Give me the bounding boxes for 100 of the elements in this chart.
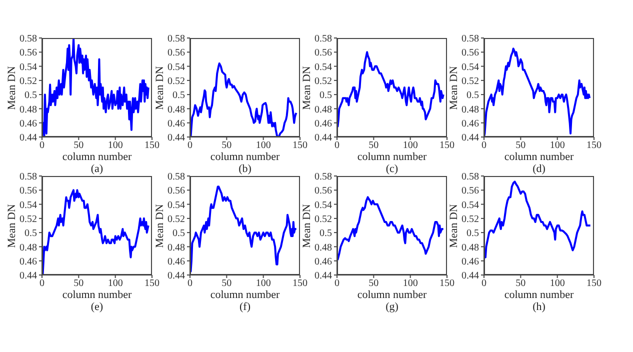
y-tick-label: 0.5: [24, 90, 37, 102]
y-axis-title: Mean DN: [154, 202, 166, 250]
y-tick-label: 0.54: [462, 200, 479, 211]
y-tick-label: 0.56: [462, 186, 479, 197]
y-tick-label: 0.52: [20, 214, 37, 225]
y-tick-label: 0.46: [168, 256, 185, 268]
text: (f): [238, 301, 252, 313]
line-series: [42, 189, 150, 275]
y-tick-label: 0.46: [168, 118, 185, 130]
x-tick-label: 0: [40, 140, 44, 152]
y-tick-label: 0.52: [20, 76, 37, 87]
y-tick-label: 0.44: [314, 132, 332, 144]
line-series: [190, 62, 298, 137]
y-tick-label: 0.48: [462, 104, 479, 116]
y-tick-label: 0.52: [168, 214, 185, 225]
text: (a): [90, 163, 104, 175]
y-tick-label: 0.52: [462, 214, 479, 225]
line-series: [337, 51, 444, 128]
y-tick-label: 0.46: [314, 256, 332, 268]
x-tick-label: 0: [334, 140, 340, 152]
y-tick-label: 0.54: [20, 62, 37, 73]
x-tick-label: 100: [256, 140, 271, 152]
y-tick-label: 0.5: [320, 90, 332, 102]
y-tick-label: 0.46: [462, 256, 479, 268]
x-tick-label: 0: [482, 278, 486, 290]
y-tick-label: 0.5: [466, 90, 479, 102]
x-axis-title: column number: [209, 151, 281, 163]
x-tick-label: 0: [334, 278, 340, 290]
y-axis-title: Mean DN: [154, 64, 166, 112]
x-tick-label: 50: [222, 140, 232, 152]
x-tick-label: 150: [144, 140, 160, 152]
y-tick-label: 0.54: [168, 62, 185, 73]
x-tick-label: 150: [440, 278, 454, 290]
y-tick-label: 0.48: [168, 104, 185, 116]
x-tick-label: 100: [550, 278, 565, 290]
x-axis-title: column number: [503, 151, 575, 163]
y-axis-title: Mean DN: [448, 64, 460, 112]
y-tick-label: 0.54: [462, 62, 479, 73]
y-tick-label: 0.5: [24, 228, 37, 240]
text: (g): [384, 301, 400, 313]
y-tick-label: 0.44: [462, 270, 479, 282]
y-tick-label: 0.58: [168, 172, 185, 183]
y-tick-label: 0.52: [462, 76, 479, 87]
y-tick-label: 0.58: [20, 172, 37, 183]
y-tick-label: 0.44: [20, 270, 37, 282]
x-tick-label: 150: [586, 278, 602, 290]
y-tick-label: 0.44: [314, 270, 332, 282]
x-tick-label: 100: [402, 140, 418, 152]
y-axis-title: Mean DN: [301, 202, 313, 250]
y-tick-label: 0.48: [314, 104, 332, 116]
y-axis-title: Mean DN: [6, 64, 18, 112]
x-tick-label: 0: [40, 278, 44, 290]
x-tick-label: 100: [402, 278, 418, 290]
text: (h): [532, 301, 546, 313]
x-tick-label: 0: [482, 140, 486, 152]
y-tick-label: 0.48: [462, 242, 479, 254]
y-tick-label: 0.58: [462, 34, 479, 45]
x-tick-label: 50: [516, 278, 526, 290]
x-tick-label: 100: [108, 278, 123, 290]
y-tick-label: 0.5: [320, 228, 332, 240]
y-tick-label: 0.52: [314, 76, 332, 87]
y-tick-label: 0.56: [168, 48, 185, 59]
y-tick-label: 0.48: [168, 242, 185, 254]
y-tick-label: 0.5: [172, 90, 185, 102]
y-tick-label: 0.58: [314, 172, 332, 183]
x-tick-label: 150: [586, 140, 602, 152]
x-axis-title: column number: [209, 289, 281, 301]
text: (b): [238, 163, 252, 175]
y-tick-label: 0.54: [314, 200, 332, 211]
y-tick-label: 0.44: [168, 132, 185, 144]
y-tick-label: 0.46: [462, 118, 479, 130]
x-tick-label: 100: [550, 140, 565, 152]
y-tick-label: 0.54: [314, 62, 332, 73]
text: (c): [384, 163, 400, 175]
x-axis-title: column number: [356, 289, 428, 301]
x-tick-label: 150: [292, 278, 308, 290]
y-tick-label: 0.5: [172, 228, 185, 240]
x-tick-label: 50: [222, 278, 232, 290]
y-tick-label: 0.58: [20, 34, 37, 45]
y-tick-label: 0.44: [168, 270, 185, 282]
x-tick-label: 150: [292, 140, 308, 152]
x-tick-label: 100: [256, 278, 271, 290]
y-tick-label: 0.56: [314, 186, 332, 197]
y-tick-label: 0.56: [168, 186, 185, 197]
y-axis-title: Mean DN: [6, 202, 18, 250]
text: (d): [532, 163, 546, 175]
y-tick-label: 0.56: [314, 48, 332, 59]
x-tick-label: 0: [188, 140, 192, 152]
y-tick-label: 0.52: [314, 214, 332, 225]
x-axis-title: column number: [61, 151, 133, 163]
y-tick-label: 0.54: [168, 200, 185, 211]
x-axis-title: column number: [503, 289, 575, 301]
y-tick-label: 0.48: [20, 104, 37, 116]
y-tick-label: 0.46: [20, 256, 37, 268]
y-axis-title: Mean DN: [301, 64, 313, 112]
y-tick-label: 0.58: [462, 172, 479, 183]
y-tick-label: 0.54: [20, 200, 37, 211]
x-axis-title: column number: [356, 151, 428, 163]
text: (e): [90, 301, 104, 313]
y-tick-label: 0.5: [466, 228, 479, 240]
